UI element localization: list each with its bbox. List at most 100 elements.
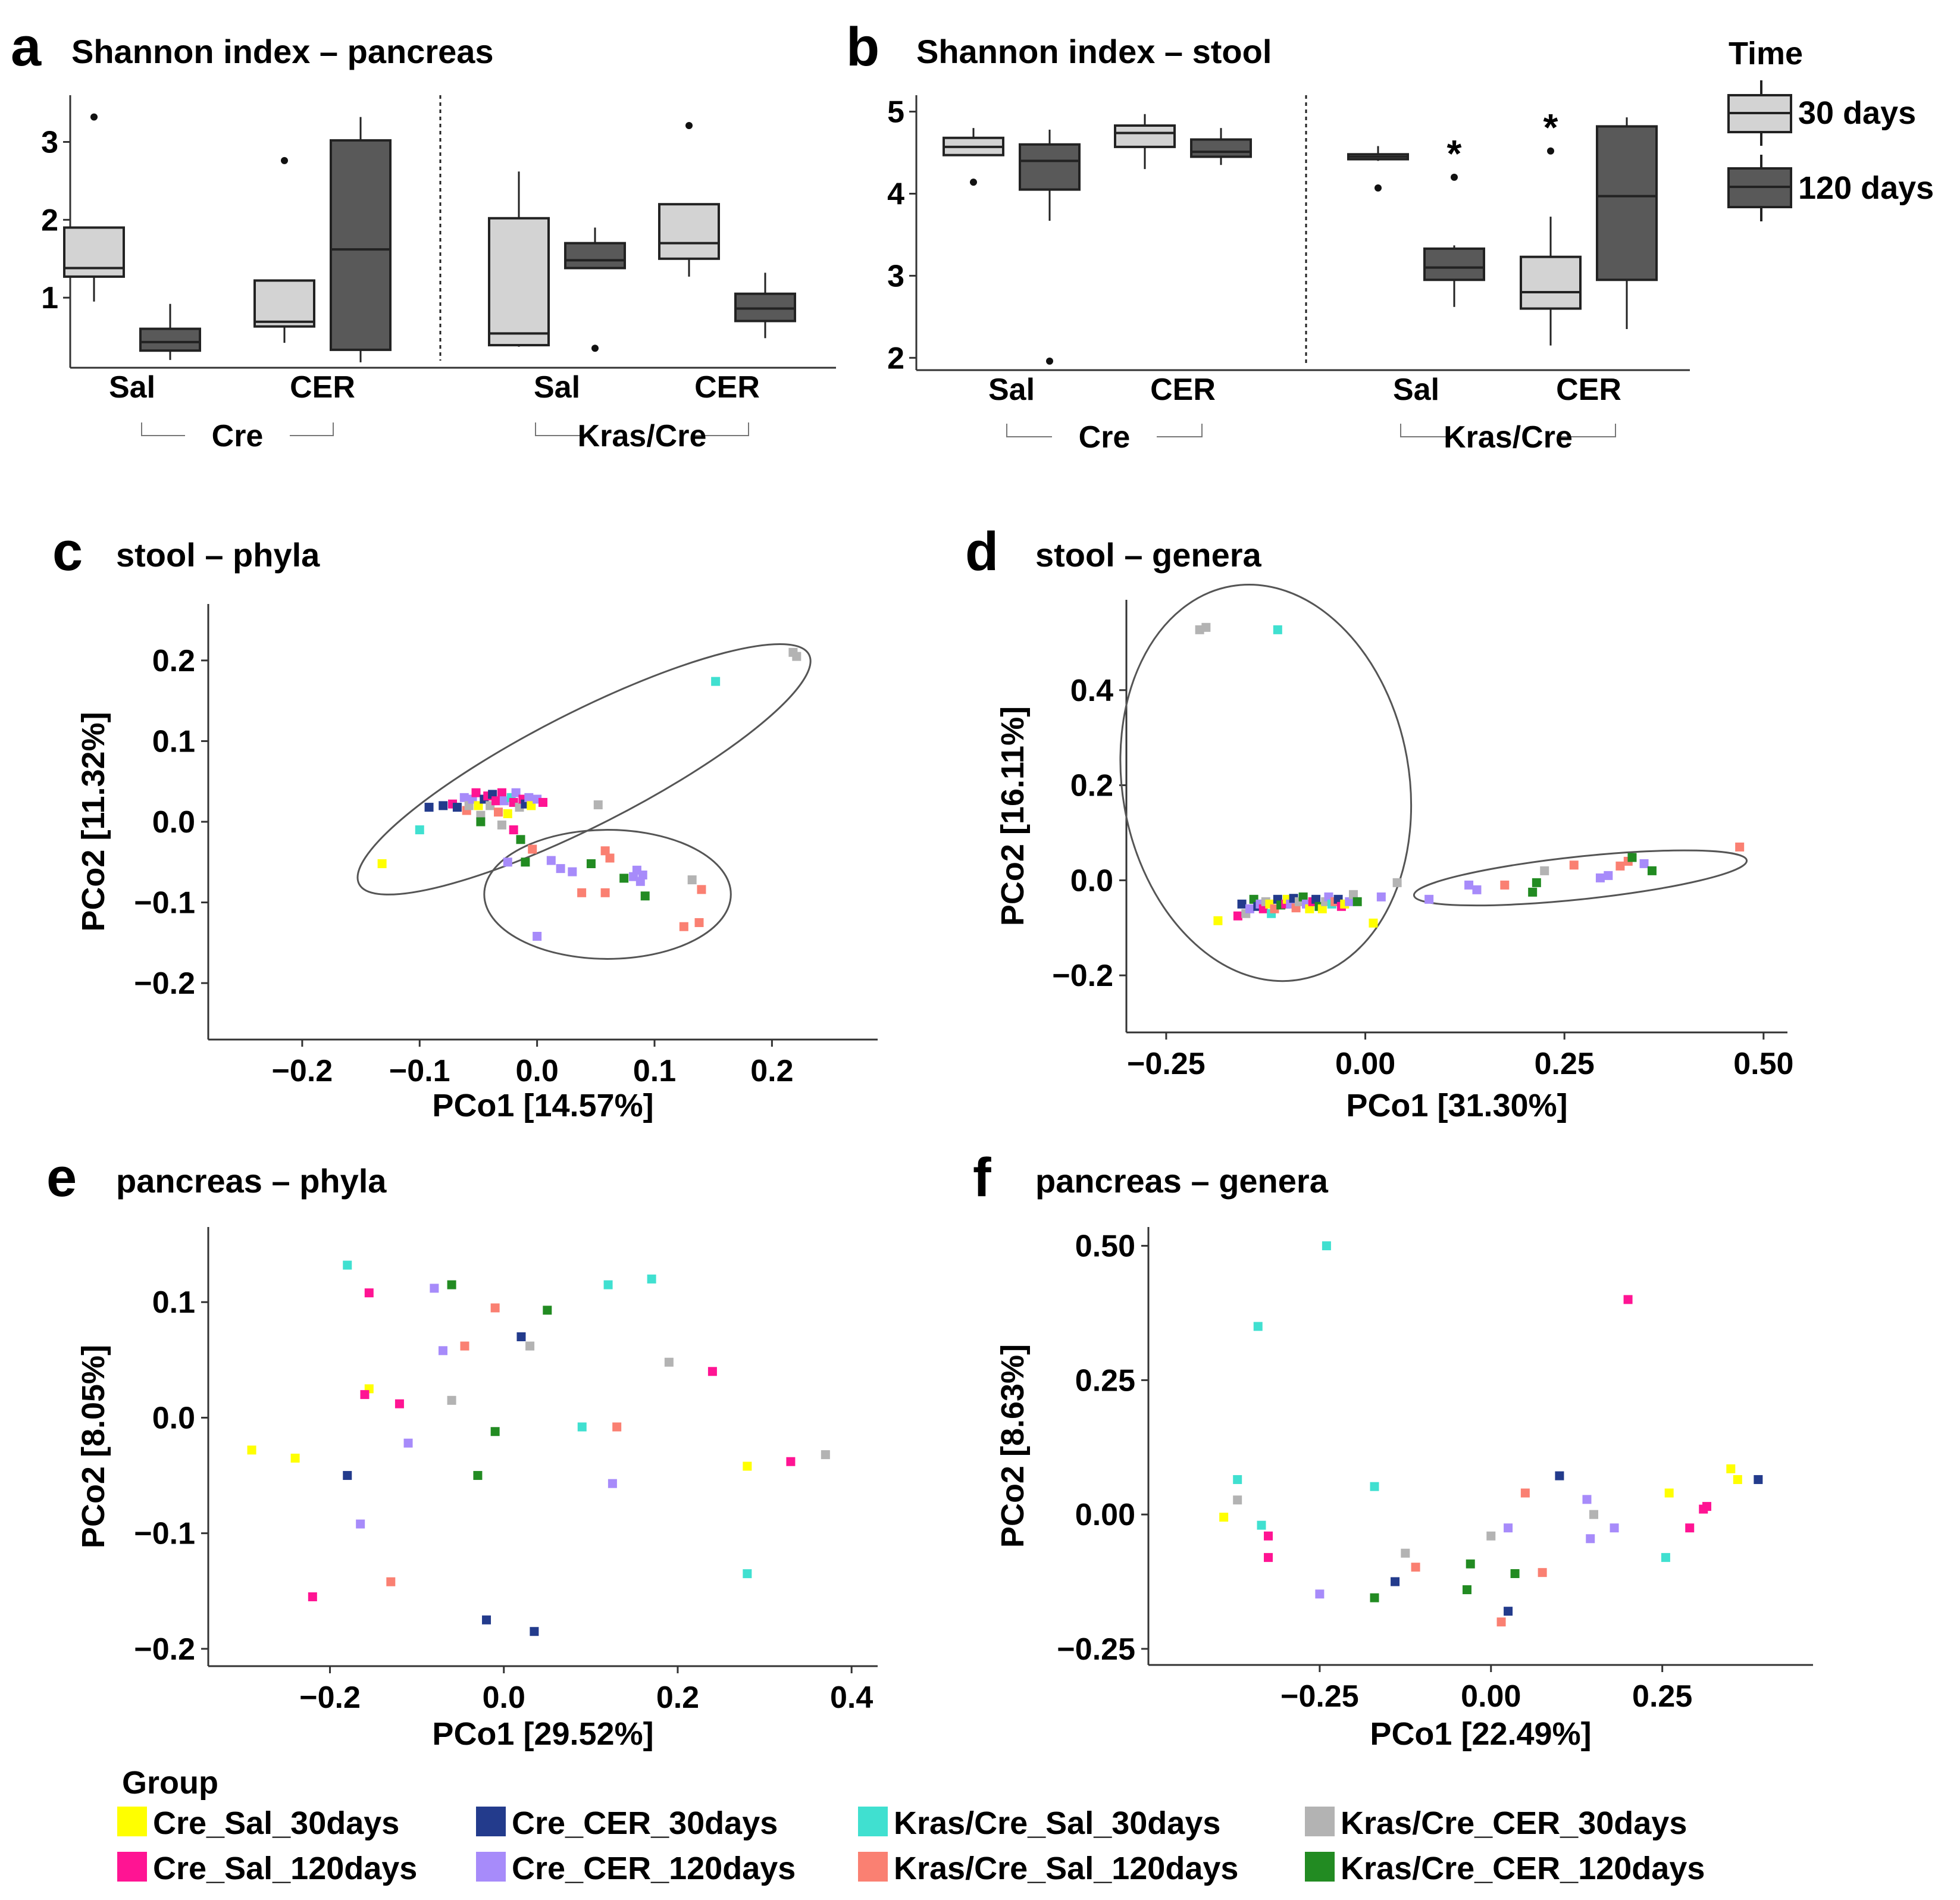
x-tick-label: 0.1 bbox=[633, 1054, 676, 1088]
scatter-point bbox=[707, 1367, 717, 1376]
x-axis-title: PCo1 [29.52%] bbox=[432, 1716, 653, 1752]
scatter-point bbox=[386, 1577, 396, 1586]
scatter-point bbox=[447, 1280, 456, 1289]
panel-a-title: Shannon index – pancreas bbox=[71, 33, 494, 70]
scatter-point bbox=[364, 1288, 374, 1298]
scatter-point bbox=[612, 1422, 622, 1432]
scatter-point bbox=[1595, 873, 1605, 882]
box bbox=[1596, 125, 1658, 281]
scatter-point bbox=[1510, 1569, 1520, 1578]
scatter-point bbox=[1264, 1552, 1273, 1562]
scatter-point bbox=[679, 922, 688, 931]
category-label: CER bbox=[1556, 373, 1621, 407]
scatter-point bbox=[743, 1461, 752, 1471]
group-bracket bbox=[141, 422, 185, 436]
scatter-point bbox=[424, 803, 434, 812]
group-label-cre-cer-30: Cre_CER_30days bbox=[512, 1805, 778, 1841]
box bbox=[139, 327, 201, 352]
scatter-point bbox=[792, 652, 801, 661]
x-axis-title: PCo1 [22.49%] bbox=[1370, 1716, 1591, 1752]
scatter-point bbox=[1370, 1593, 1379, 1602]
box bbox=[253, 279, 315, 328]
scatter-point bbox=[1733, 1475, 1742, 1484]
scatter-point bbox=[360, 1390, 370, 1400]
group-bracket bbox=[1157, 424, 1203, 437]
scatter-point bbox=[1661, 1552, 1670, 1562]
scatter-point bbox=[1315, 1589, 1325, 1599]
scatter-point bbox=[1472, 885, 1482, 894]
scatter-point bbox=[1623, 1295, 1633, 1304]
y-tick-label: 0.4 bbox=[1070, 674, 1113, 708]
y-axis-title: PCo2 [11.32%] bbox=[76, 712, 111, 931]
scatter-point bbox=[1245, 904, 1254, 913]
scatter-point bbox=[343, 1260, 352, 1270]
scatter-point bbox=[1298, 892, 1308, 902]
scatter-point bbox=[524, 793, 534, 802]
scatter-point bbox=[786, 1457, 796, 1466]
x-axis-title: PCo1 [31.30%] bbox=[1346, 1088, 1567, 1123]
scatter-point bbox=[1520, 1488, 1530, 1498]
box bbox=[330, 139, 392, 351]
scatter-point bbox=[490, 1427, 500, 1436]
category-label: CER bbox=[290, 370, 355, 405]
y-tick-label: 3 bbox=[41, 126, 58, 160]
group-bracket bbox=[1006, 424, 1052, 437]
box-2-120 bbox=[564, 227, 626, 352]
scatter-point bbox=[1735, 842, 1745, 852]
scatter-point bbox=[503, 809, 512, 818]
scatter-point bbox=[490, 1303, 500, 1313]
category-label: CER bbox=[1150, 373, 1216, 407]
scatter-point bbox=[530, 1627, 539, 1636]
cluster-ellipse bbox=[356, 643, 812, 896]
scatter-point bbox=[647, 1274, 656, 1284]
group-bracket bbox=[694, 422, 749, 436]
category-label: Sal bbox=[1393, 373, 1439, 407]
panel-label-f: f bbox=[973, 1147, 991, 1208]
panel-label-d: d bbox=[965, 521, 998, 582]
box-2-30 bbox=[1347, 146, 1409, 192]
y-tick-label: 3 bbox=[887, 259, 904, 293]
significance-star: * bbox=[1543, 106, 1558, 149]
group-swatch-kras-cer-30 bbox=[1305, 1807, 1335, 1836]
scatter-point bbox=[1538, 1568, 1547, 1577]
panel-label-b: b bbox=[846, 17, 879, 77]
panel-c-title: stool – phyla bbox=[116, 536, 320, 574]
stool-shannon-boxplot: 2 3 4 5 Sal CER Sal CER Cre Kras/Cre * * bbox=[887, 95, 1690, 455]
scatter-point bbox=[577, 888, 587, 897]
category-label: Sal bbox=[534, 370, 580, 405]
scatter-point bbox=[619, 874, 629, 883]
scatter-point bbox=[1582, 1495, 1592, 1504]
x-tick-label: −0.25 bbox=[1280, 1679, 1359, 1714]
y-tick-label: 0.50 bbox=[1075, 1229, 1135, 1264]
scatter-point bbox=[1376, 892, 1386, 902]
box bbox=[1423, 247, 1485, 281]
outlier-point bbox=[90, 113, 98, 121]
cluster-ellipse bbox=[483, 829, 732, 960]
scatter-point bbox=[509, 825, 518, 835]
x-tick-label: −0.1 bbox=[389, 1054, 450, 1088]
scatter-point bbox=[603, 1280, 613, 1289]
group-swatch-cre-cer-120 bbox=[476, 1852, 506, 1882]
x-tick-label: 0.25 bbox=[1632, 1679, 1692, 1714]
scatter-point bbox=[1462, 1585, 1471, 1595]
y-tick-label: 4 bbox=[887, 177, 904, 211]
significance-star: * bbox=[1447, 132, 1462, 175]
cluster-ellipse bbox=[1413, 849, 1748, 907]
scatter-point bbox=[1528, 887, 1538, 897]
group-label-kras-sal-30: Kras/Cre_Sal_30days bbox=[894, 1805, 1220, 1841]
scatter-point bbox=[473, 1471, 483, 1480]
group-label: Kras/Cre bbox=[578, 419, 707, 453]
scatter-point bbox=[447, 1395, 456, 1405]
outlier-point bbox=[281, 156, 288, 164]
time-legend-title: Time bbox=[1729, 36, 1803, 71]
group-swatch-kras-sal-120 bbox=[858, 1852, 888, 1882]
scatter-point bbox=[533, 931, 542, 941]
x-tick-label: 0.0 bbox=[515, 1054, 558, 1088]
scatter-point bbox=[743, 1569, 752, 1579]
scatter-point bbox=[1685, 1523, 1695, 1533]
scatter-point bbox=[608, 1479, 617, 1488]
scatter-point bbox=[1391, 1577, 1400, 1586]
scatter-point bbox=[568, 867, 577, 877]
scatter-point bbox=[503, 857, 512, 867]
y-tick-label: −0.1 bbox=[134, 1517, 195, 1551]
